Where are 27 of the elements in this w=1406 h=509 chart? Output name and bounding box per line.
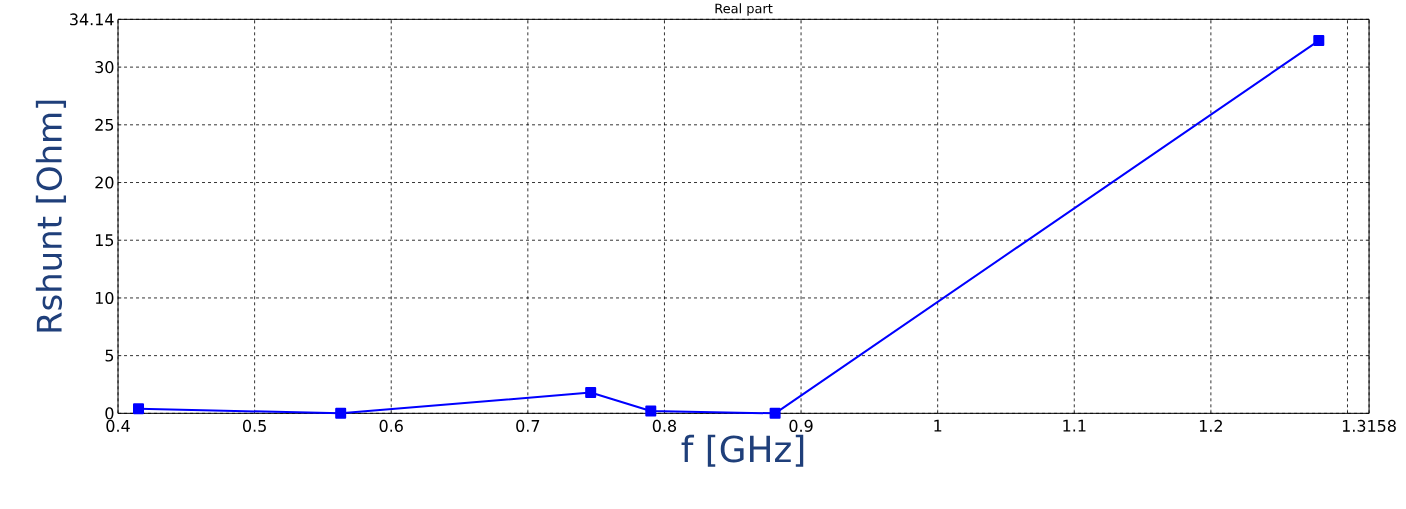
point (769, 407, 781, 419)
point (335, 407, 347, 419)
point (585, 386, 597, 398)
y-tick-label: 25 (95, 118, 114, 131)
x-tick-label: 0.8 (652, 419, 677, 432)
x-tick-label: 0.4 (106, 419, 130, 432)
x-tick-label: 0.9 (789, 419, 813, 432)
x-tick-label: 1.2 (1199, 419, 1222, 432)
y-tick-label: 15 (95, 234, 114, 246)
x-tick-label: 1.1 (1063, 419, 1086, 432)
y-tick-label: 20 (95, 176, 114, 189)
y-tick-label: 0 (105, 407, 114, 420)
chart-title: Real part (715, 3, 773, 16)
x-tick-label: 0.7 (516, 419, 540, 432)
x-tick-label: 0.6 (379, 419, 403, 432)
x-tick-label: 1 (934, 419, 942, 432)
point (1313, 34, 1325, 46)
y-tick-label: 10 (95, 291, 114, 304)
x-axis-title: f [GHz] (681, 434, 804, 467)
y-tick-label: 5 (105, 349, 114, 362)
x-tick-label: 1.3158 (1342, 419, 1396, 432)
x-tick-label: 0.5 (243, 419, 266, 432)
y-tick-label: 30 (95, 60, 114, 73)
point (133, 403, 145, 415)
y-tick-label: 34.14 (70, 13, 114, 26)
y-axis-title: Rshunt [Ohm] (35, 100, 67, 332)
point (645, 405, 657, 417)
